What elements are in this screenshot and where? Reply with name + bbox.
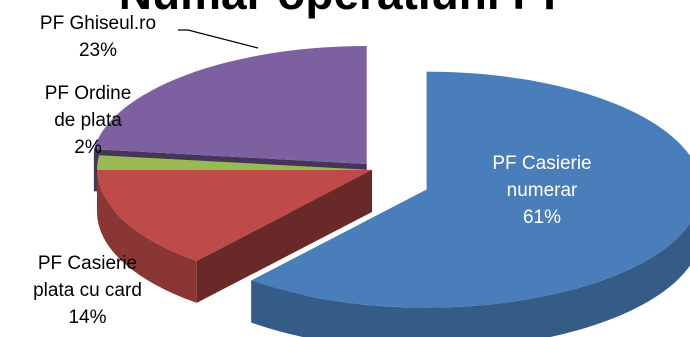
slice-edge <box>97 170 197 303</box>
slice-edge <box>251 223 690 337</box>
label-line: de plata <box>54 110 122 131</box>
chart-title: Numar operatiuni PF <box>0 0 690 16</box>
label-line: numerar <box>506 180 578 201</box>
label-line: PF Ghiseul.ro <box>39 13 157 34</box>
label-line: PF Casierie <box>37 253 138 274</box>
label-line: PF Casierie <box>492 153 592 174</box>
label-value: 61% <box>522 207 562 228</box>
label-pf-casierie-numerar: PF Casierie numerar 61% <box>462 150 622 231</box>
label-pf-ghiseul-ro: PF Ghiseul.ro 23% <box>18 10 178 64</box>
slice-pf-casierie-plata-cu-card <box>97 170 372 303</box>
slice-top <box>97 155 372 170</box>
label-value: 14% <box>68 307 107 328</box>
leader-line-pf-ghiseul-ro <box>178 29 259 49</box>
label-pf-ordine-de-plata: PF Ordine de plata 2% <box>18 80 158 161</box>
label-value: 23% <box>78 40 118 61</box>
slice-top <box>251 71 690 308</box>
slice-top <box>97 170 372 261</box>
label-value: 2% <box>74 137 102 158</box>
slice-top <box>93 45 367 164</box>
label-line: plata cu card <box>33 280 142 301</box>
label-pf-casierie-plata-cu-card: PF Casierie plata cu card 14% <box>5 250 170 331</box>
slice-pf-casierie-numerar <box>251 71 690 337</box>
label-line: PF Ordine <box>44 83 132 104</box>
